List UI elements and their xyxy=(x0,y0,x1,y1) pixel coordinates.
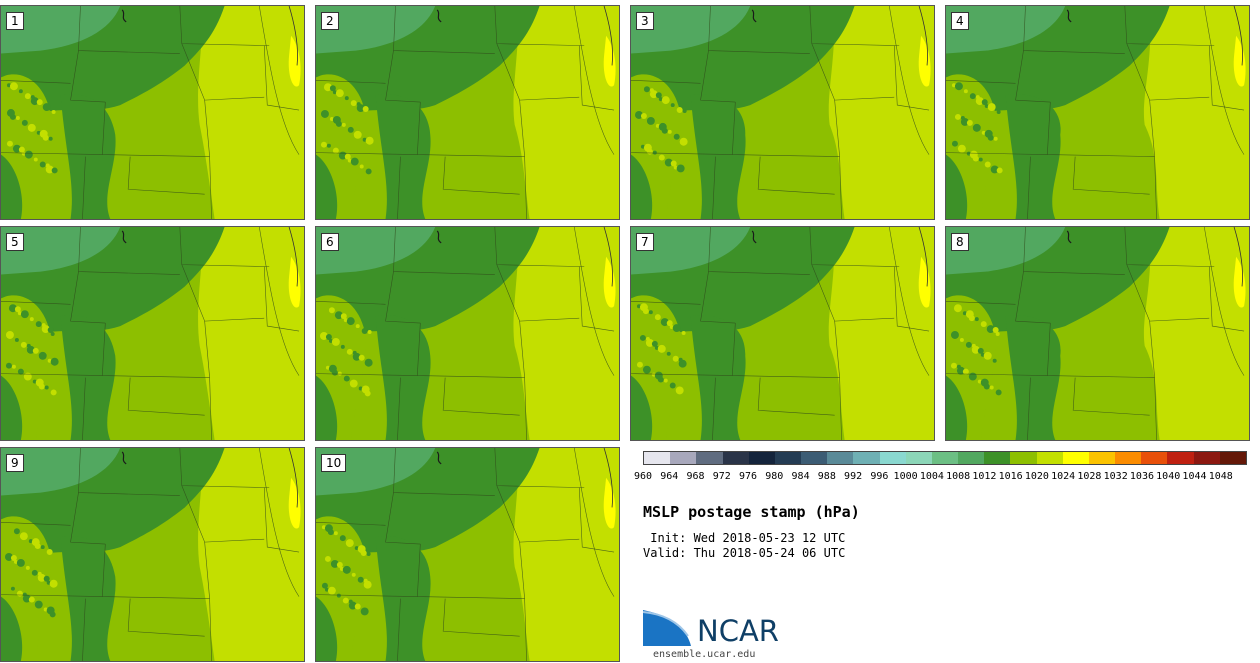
colorbar-cell xyxy=(853,452,880,464)
colorbar-tick-label: 1028 xyxy=(1077,471,1102,482)
stamp-1[interactable]: 1 xyxy=(0,5,305,220)
colorbar-tick-label: 1000 xyxy=(893,471,918,482)
colorbar-cell xyxy=(958,452,985,464)
colorbar-cell xyxy=(644,452,671,464)
colorbar-tick-label: 1032 xyxy=(1103,471,1128,482)
colorbar-tick-label: 1008 xyxy=(946,471,971,482)
mslp-map xyxy=(631,227,934,440)
colorbar-tick-label: 964 xyxy=(660,471,679,482)
colorbar-tick-label: 1016 xyxy=(998,471,1023,482)
colorbar-tick-label: 976 xyxy=(739,471,758,482)
colorbar-tick-label: 992 xyxy=(844,471,863,482)
colorbar-tick-label: 1048 xyxy=(1208,471,1233,482)
colorbar-cell xyxy=(905,452,932,464)
colorbar-tick-label: 996 xyxy=(870,471,889,482)
colorbar-tick-label: 1040 xyxy=(1156,471,1181,482)
colorbar-cell xyxy=(670,452,697,464)
colorbar-tick-label: 1020 xyxy=(1024,471,1049,482)
stamp-number: 10 xyxy=(321,454,347,472)
stamp-6[interactable]: 6 xyxy=(315,226,620,441)
colorbar-cell xyxy=(696,452,723,464)
colorbar-tick-label: 972 xyxy=(712,471,731,482)
colorbar-cell xyxy=(774,452,802,464)
colorbar-cell xyxy=(1036,452,1063,464)
mslp-map xyxy=(946,6,1249,219)
stamp-number: 3 xyxy=(636,12,654,30)
colorbar-cell xyxy=(1141,452,1168,464)
stamp-10[interactable]: 10 xyxy=(315,447,620,662)
ncar-logo-icon xyxy=(643,606,693,646)
stamp-number: 1 xyxy=(6,12,24,30)
mslp-map xyxy=(1,448,304,661)
colorbar-cell xyxy=(879,452,906,464)
colorbar-cell xyxy=(1193,452,1220,464)
colorbar-tick-label: 1012 xyxy=(972,471,997,482)
colorbar-cell xyxy=(1088,452,1116,464)
colorbar-cell xyxy=(984,452,1011,464)
colorbar-tick-label: 1044 xyxy=(1182,471,1207,482)
colorbar-tick-label: 1024 xyxy=(1051,471,1076,482)
valid-time: Valid: Thu 2018-05-24 06 UTC xyxy=(643,546,846,560)
stamp-3[interactable]: 3 xyxy=(630,5,935,220)
ncar-logo-text: NCAR xyxy=(697,614,779,648)
colorbar-tick-label: 988 xyxy=(817,471,836,482)
colorbar-tick-label: 960 xyxy=(633,471,653,482)
stamp-number: 8 xyxy=(951,233,969,251)
colorbar-cell xyxy=(931,452,959,464)
colorbar-tick-label: 1004 xyxy=(919,471,944,482)
mslp-map xyxy=(1,227,304,440)
stamp-number: 2 xyxy=(321,12,339,30)
colorbar-cell xyxy=(1219,452,1246,464)
mslp-map xyxy=(1,6,304,219)
stamp-8[interactable]: 8 xyxy=(945,226,1250,441)
colorbar-cell xyxy=(1062,452,1089,464)
stamp-7[interactable]: 7 xyxy=(630,226,935,441)
init-time: Init: Wed 2018-05-23 12 UTC xyxy=(643,531,846,545)
mslp-map xyxy=(316,6,619,219)
colorbar-cell xyxy=(801,452,828,464)
stamp-number: 6 xyxy=(321,233,339,251)
colorbar-tick-label: 984 xyxy=(791,471,810,482)
colorbar-cell xyxy=(827,452,854,464)
mslp-map xyxy=(946,227,1249,440)
stamp-2[interactable]: 2 xyxy=(315,5,620,220)
colorbar-cell xyxy=(1010,452,1037,464)
colorbar-cell xyxy=(722,452,749,464)
colorbar-tick-label: 1036 xyxy=(1129,471,1154,482)
colorbar xyxy=(643,451,1247,465)
mslp-map xyxy=(316,448,619,661)
colorbar-cell xyxy=(748,452,775,464)
mslp-map xyxy=(631,6,934,219)
panel-title: MSLP postage stamp (hPa) xyxy=(643,503,860,521)
stamp-number: 4 xyxy=(951,12,969,30)
stamp-number: 7 xyxy=(636,233,654,251)
ncar-url[interactable]: ensemble.ucar.edu xyxy=(653,649,756,660)
stamp-number: 9 xyxy=(6,454,24,472)
stamp-number: 5 xyxy=(6,233,24,251)
colorbar-labels: 960 964 968 972 976 980 984 988 992 996 1000 1004 10… xyxy=(634,471,1247,485)
colorbar-cell xyxy=(1115,452,1142,464)
stamp-9[interactable]: 9 xyxy=(0,447,305,662)
stamp-5[interactable]: 5 xyxy=(0,226,305,441)
colorbar-tick-label: 968 xyxy=(686,471,705,482)
colorbar-cell xyxy=(1167,452,1194,464)
stamp-4[interactable]: 4 xyxy=(945,5,1250,220)
mslp-map xyxy=(316,227,619,440)
colorbar-tick-label: 980 xyxy=(765,471,784,482)
